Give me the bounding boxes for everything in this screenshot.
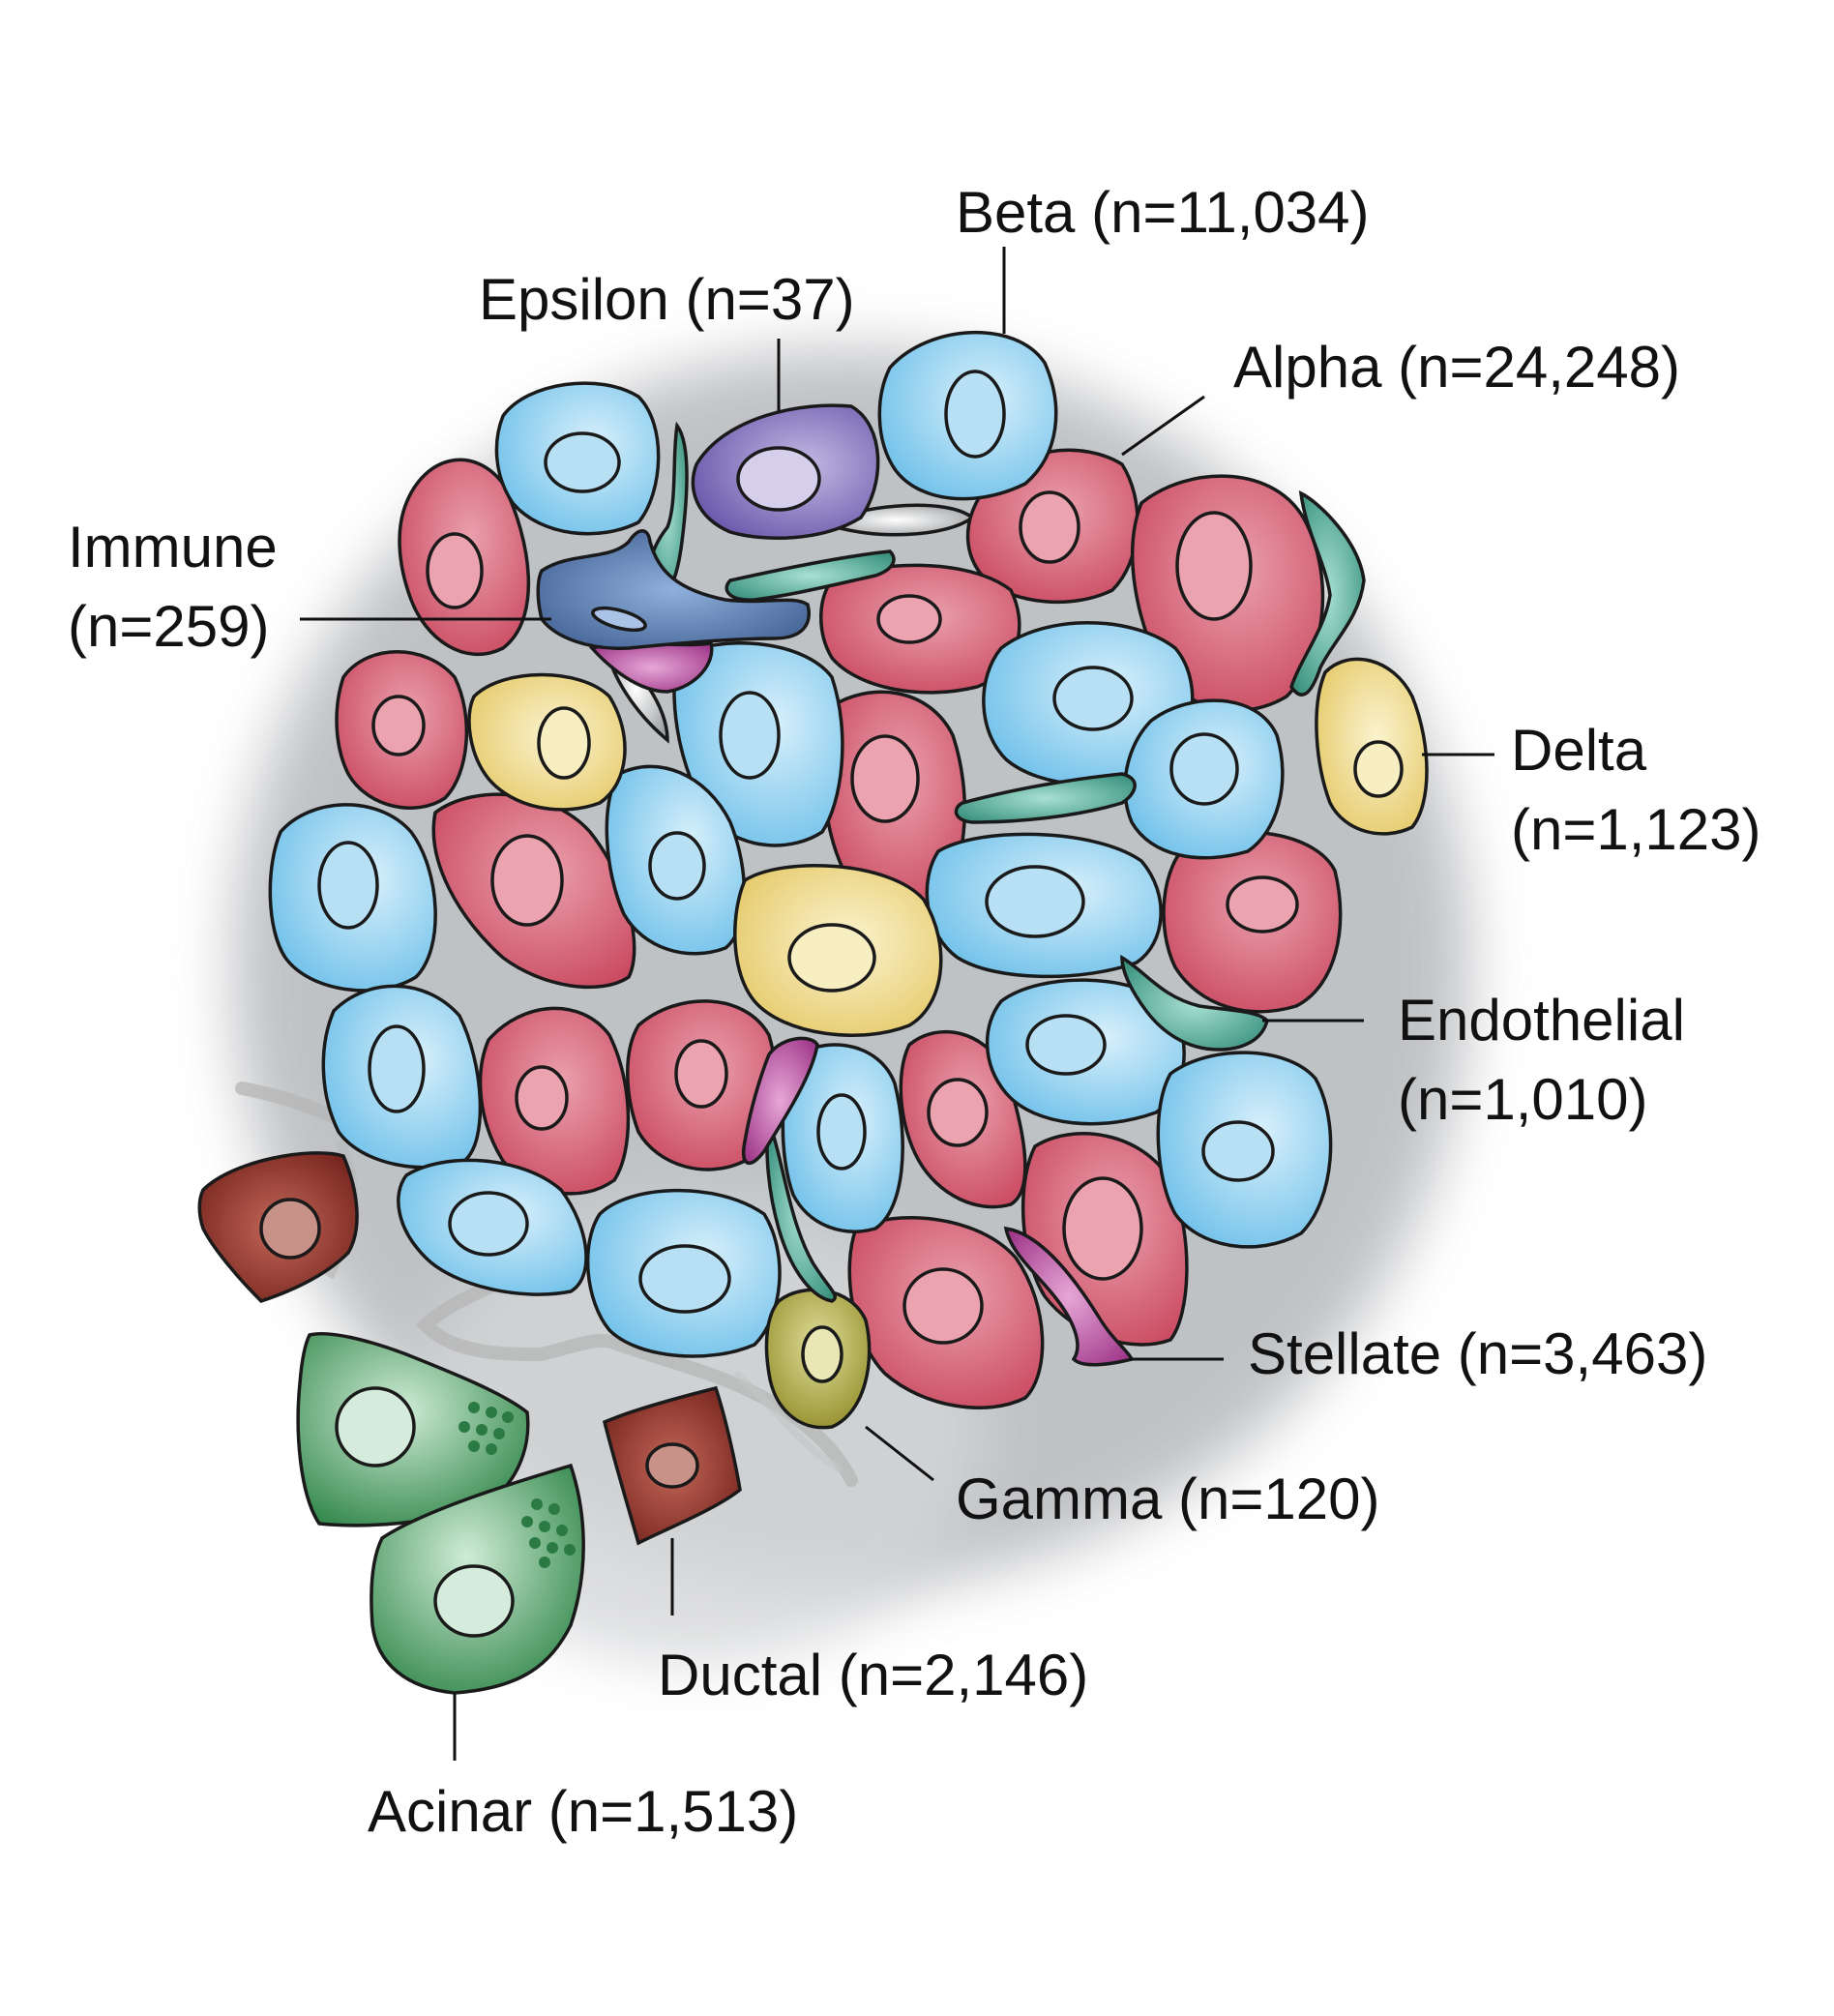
label-immune-line1: Immune	[68, 515, 278, 579]
acinar-cells	[296, 1331, 585, 1695]
label-ductal: Ductal (n=2,146)	[658, 1643, 1088, 1707]
stellate-cells	[588, 641, 1135, 1367]
ductal-cells	[197, 1151, 742, 1546]
zymogen-granules	[458, 1402, 576, 1568]
label-delta-line2: (n=1,123)	[1511, 797, 1761, 862]
delta-cells	[467, 657, 1429, 1037]
label-epsilon: Epsilon (n=37)	[479, 267, 855, 332]
alpha-cells	[335, 448, 1343, 1409]
label-beta: Beta (n=11,034)	[956, 180, 1370, 245]
beta-cells	[268, 330, 1333, 1358]
label-immune-line2: (n=259)	[68, 594, 269, 659]
label-stellate: Stellate (n=3,463)	[1248, 1321, 1707, 1386]
leader-lines	[300, 247, 1494, 1761]
label-gamma: Gamma (n=120)	[956, 1467, 1380, 1531]
label-delta-line1: Delta	[1511, 718, 1647, 783]
label-alpha: Alpha (n=24,248)	[1233, 335, 1680, 400]
label-endothelial-line2: (n=1,010)	[1398, 1067, 1648, 1132]
endothelial-cells	[647, 421, 1366, 1303]
label-acinar: Acinar (n=1,513)	[368, 1779, 798, 1844]
label-endothelial-line1: Endothelial	[1398, 988, 1685, 1052]
